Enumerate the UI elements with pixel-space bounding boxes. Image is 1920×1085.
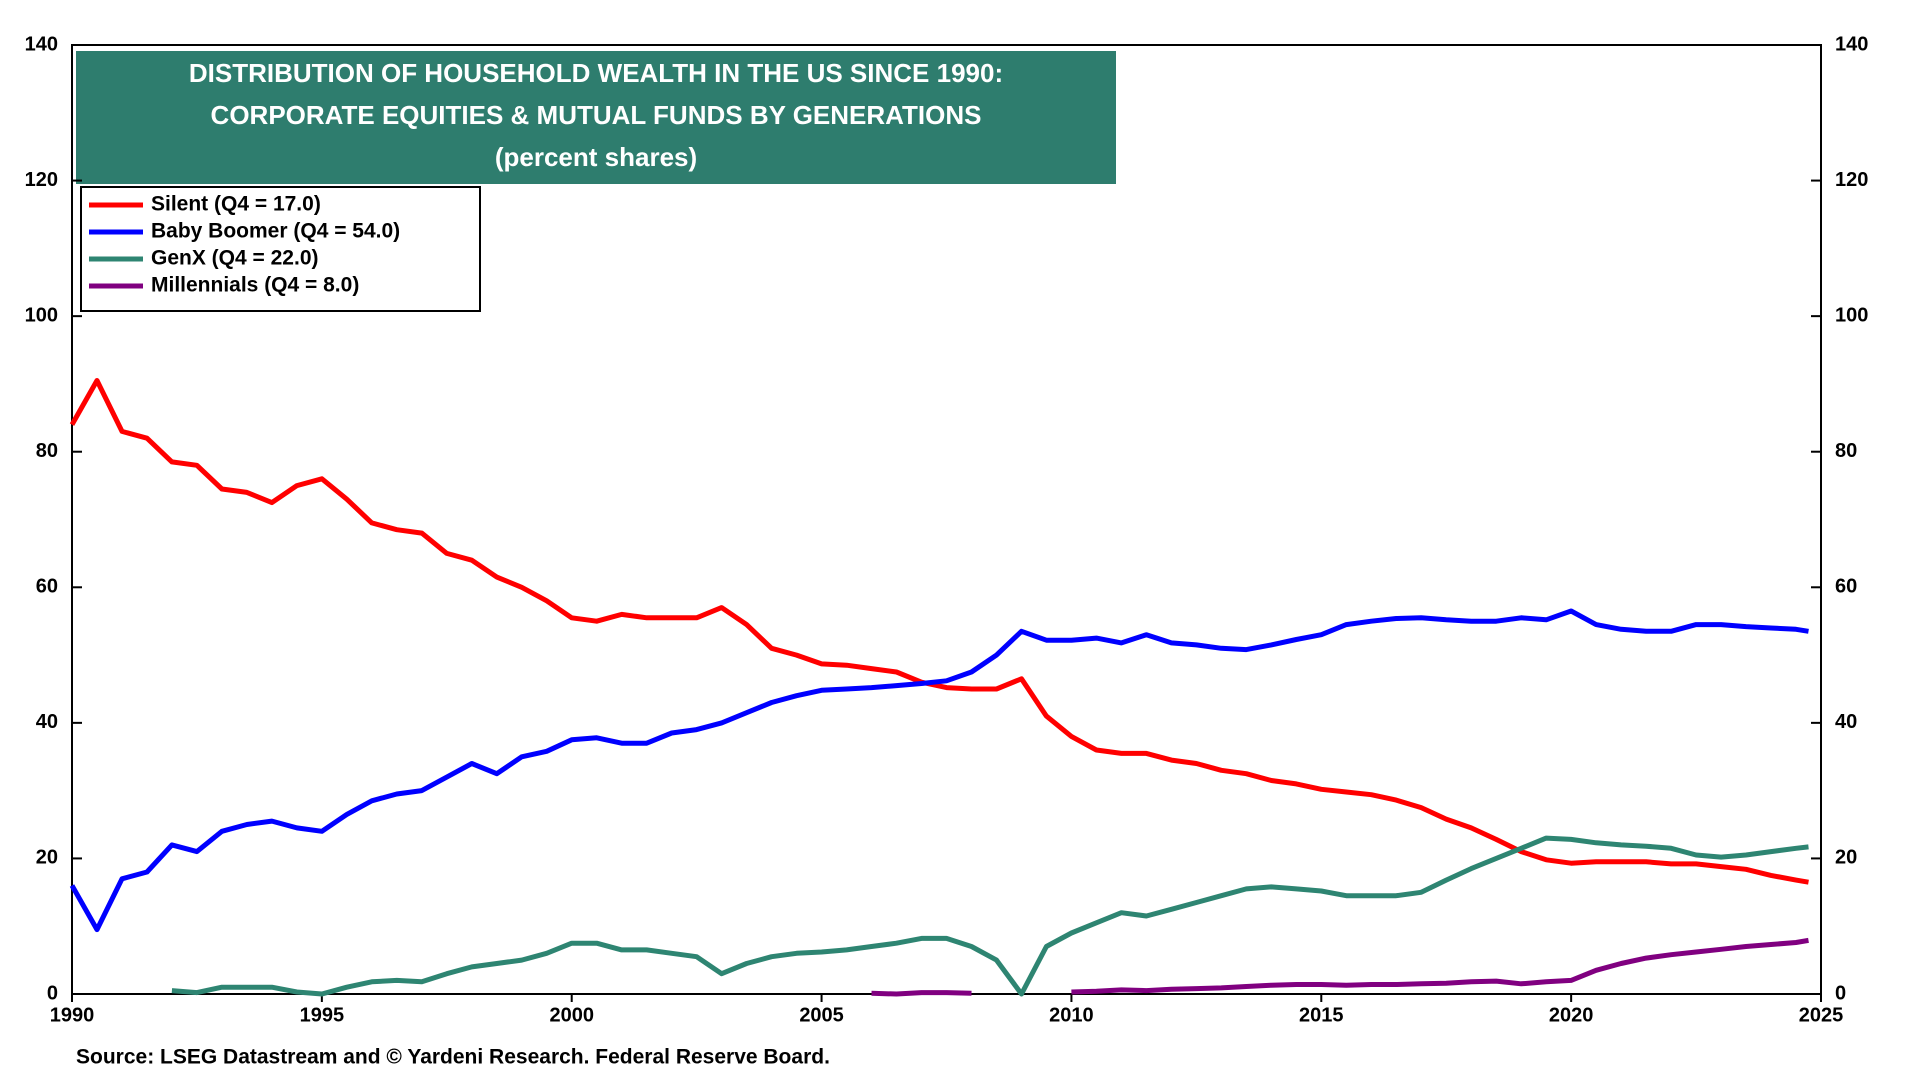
x-tick-label: 2010 xyxy=(1049,1004,1094,1026)
y-tick-label: 60 xyxy=(36,576,58,598)
legend-label: GenX (Q4 = 22.0) xyxy=(151,247,319,270)
series-line xyxy=(171,835,1809,997)
source-note: Source: LSEG Datastream and © Yardeni Re… xyxy=(76,1046,830,1069)
legend-label: Millennials (Q4 = 8.0) xyxy=(151,274,359,297)
y-tick-label: 140 xyxy=(25,33,58,55)
y2-tick-label: 100 xyxy=(1835,304,1868,326)
x-tick-label: 2025 xyxy=(1799,1004,1844,1026)
legend-box xyxy=(80,186,481,312)
legend-label: Baby Boomer (Q4 = 54.0) xyxy=(151,220,400,243)
legend-label: Silent (Q4 = 17.0) xyxy=(151,193,321,216)
y-tick-label: 80 xyxy=(36,440,58,462)
y-tick-label: 100 xyxy=(25,304,58,326)
y2-tick-label: 0 xyxy=(1835,982,1846,1004)
y-tick-label: 20 xyxy=(36,847,58,869)
x-tick-label: 2005 xyxy=(799,1004,844,1026)
chart-title: CORPORATE EQUITIES & MUTUAL FUNDS BY GEN… xyxy=(211,100,982,130)
y-tick-label: 120 xyxy=(25,169,58,191)
title-box xyxy=(76,51,1116,184)
y-tick-label: 0 xyxy=(47,982,58,1004)
chart-subtitle: (percent shares) xyxy=(495,142,697,172)
y2-tick-label: 120 xyxy=(1835,169,1868,191)
x-tick-label: 2020 xyxy=(1549,1004,1594,1026)
y-tick-label: 40 xyxy=(36,711,58,733)
y2-tick-label: 20 xyxy=(1835,847,1857,869)
series-line xyxy=(69,378,1809,885)
y2-tick-label: 60 xyxy=(1835,576,1857,598)
series-line xyxy=(871,937,1809,997)
chart-title: DISTRIBUTION OF HOUSEHOLD WEALTH IN THE … xyxy=(189,58,1003,88)
x-tick-label: 1990 xyxy=(50,1004,95,1026)
x-tick-label: 2015 xyxy=(1299,1004,1344,1026)
x-tick-label: 1995 xyxy=(300,1004,345,1026)
series-line xyxy=(69,608,1809,933)
y2-tick-label: 80 xyxy=(1835,440,1857,462)
y2-tick-label: 140 xyxy=(1835,33,1868,55)
x-tick-label: 2000 xyxy=(549,1004,594,1026)
y2-tick-label: 40 xyxy=(1835,711,1857,733)
